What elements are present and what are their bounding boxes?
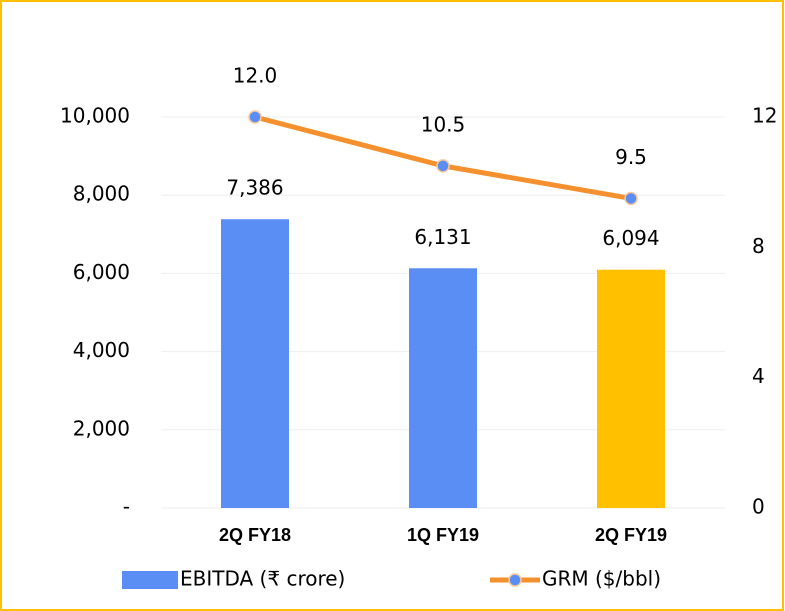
data-label: 7,386 — [226, 176, 283, 200]
y-tick-label: 10,000 — [60, 104, 130, 128]
legend-label: GRM ($/bbl) — [542, 567, 661, 591]
y-tick-label: 2,000 — [73, 416, 130, 440]
data-label: 12.0 — [233, 64, 278, 88]
line-marker — [436, 159, 450, 173]
data-label: 10.5 — [421, 112, 466, 136]
data-label: 6,094 — [602, 226, 659, 250]
bar — [409, 268, 477, 508]
legend-marker — [508, 573, 522, 587]
y2-tick-label: 0 — [752, 495, 765, 519]
x-tick-label: 2Q FY19 — [595, 525, 667, 545]
x-tick-label: 1Q FY19 — [407, 525, 479, 545]
data-label: 9.5 — [615, 145, 647, 169]
y2-tick-label: 8 — [752, 234, 765, 258]
line-marker — [248, 110, 262, 124]
bar — [597, 269, 665, 508]
y2-tick-label: 4 — [752, 364, 765, 388]
line-marker — [624, 191, 638, 206]
y-tick-label: 4,000 — [73, 338, 130, 362]
y2-tick-label: 12 — [752, 104, 777, 128]
legend-swatch — [122, 571, 178, 589]
data-label: 6,131 — [414, 225, 471, 249]
x-tick-label: 2Q FY18 — [219, 525, 291, 545]
y-tick-label: 8,000 — [73, 182, 130, 206]
y-tick-label: 6,000 — [73, 260, 130, 284]
bar — [221, 219, 289, 508]
legend-label: EBITDA (₹ crore) — [180, 567, 345, 591]
y-tick-label: - — [123, 495, 130, 519]
